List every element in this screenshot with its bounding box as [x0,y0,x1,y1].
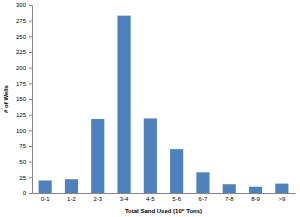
x-tick: 8-9 [251,193,260,202]
y-tick: 150 [16,96,32,102]
y-tick-mark [29,83,32,84]
x-tick: 0-1 [41,193,50,202]
y-axis-line [32,6,33,194]
y-tick-mark [29,130,32,131]
y-tick-mark [29,52,32,53]
x-tick-label: 6-7 [199,196,208,202]
x-tick-label: 7-8 [225,196,234,202]
y-tick-label: 200 [16,65,27,71]
y-tick-label: 300 [16,2,27,8]
y-tick: 75 [19,143,32,149]
y-tick-mark [29,177,32,178]
x-tick-label: >9 [278,196,286,202]
x-tick-label: 1-2 [67,196,76,202]
x-tick: 6-7 [199,193,208,202]
y-tick: 300 [16,2,32,8]
y-tick: 175 [16,81,32,87]
y-tick-mark [29,162,32,163]
bar [117,16,130,193]
bar [223,184,236,193]
y-tick-label: 225 [16,49,27,55]
y-tick: 125 [16,112,32,118]
x-tick-label: 5-6 [172,196,181,202]
y-tick-mark [29,115,32,116]
chart: 0 25 50 75 100 125 150 175 200 225 250 275 300 0-1 1-2… [0,0,300,217]
bar [170,149,183,193]
y-tick-mark [29,5,32,6]
y-tick-label: 75 [19,143,26,149]
x-axis-line [33,193,296,194]
y-tick-label: 175 [16,81,27,87]
x-axis-title: Total Sand Used (10⁶ Tons) [125,208,202,214]
y-tick-label: 0 [23,190,27,196]
y-tick-label: 250 [16,34,27,40]
x-tick: >9 [278,193,286,202]
y-axis: 0 25 50 75 100 125 150 175 200 225 250 275 300 [16,2,33,196]
x-tick: 4-5 [146,193,155,202]
x-tick: 3-4 [120,193,129,202]
bar [196,172,209,193]
y-tick-mark [29,21,32,22]
y-tick-mark [29,193,32,194]
y-tick: 50 [19,159,32,165]
x-tick-label: 2-3 [93,196,102,202]
y-tick-mark [29,99,32,100]
y-tick: 225 [16,49,32,55]
x-tick-label: 0-1 [41,196,50,202]
x-tick: 1-2 [67,193,76,202]
y-tick-label: 125 [16,112,27,118]
y-tick-label: 50 [19,159,26,165]
y-tick-mark [29,146,32,147]
bars [39,16,289,193]
x-tick-label: 3-4 [120,196,129,202]
bar [249,187,262,193]
y-tick: 275 [16,18,32,24]
y-tick-mark [29,36,32,37]
y-tick: 100 [16,128,32,134]
y-tick-label: 100 [16,128,27,134]
x-tick: 7-8 [225,193,234,202]
x-tick-label: 4-5 [146,196,155,202]
plot: 0 25 50 75 100 125 150 175 200 225 250 275 300 0-1 1-2… [16,2,296,202]
x-tick: 2-3 [93,193,102,202]
bar [91,119,104,193]
y-tick: 250 [16,34,32,40]
y-tick-label: 150 [16,96,27,102]
y-axis-title: # of Wells [3,84,9,113]
y-tick-mark [29,68,32,69]
bar [39,180,52,193]
x-tick: 5-6 [172,193,181,202]
y-tick: 0 [23,190,32,196]
x-axis: 0-1 1-2 2-3 3-4 4-5 5-6 6-7 7-8 8-9 >9 [33,193,296,202]
bar [144,118,157,193]
y-tick-label: 25 [19,175,26,181]
y-tick: 200 [16,65,32,71]
x-tick-label: 8-9 [251,196,260,202]
y-tick-label: 275 [16,18,27,24]
bar [275,184,288,193]
y-tick: 25 [19,175,32,181]
bar [65,179,78,193]
